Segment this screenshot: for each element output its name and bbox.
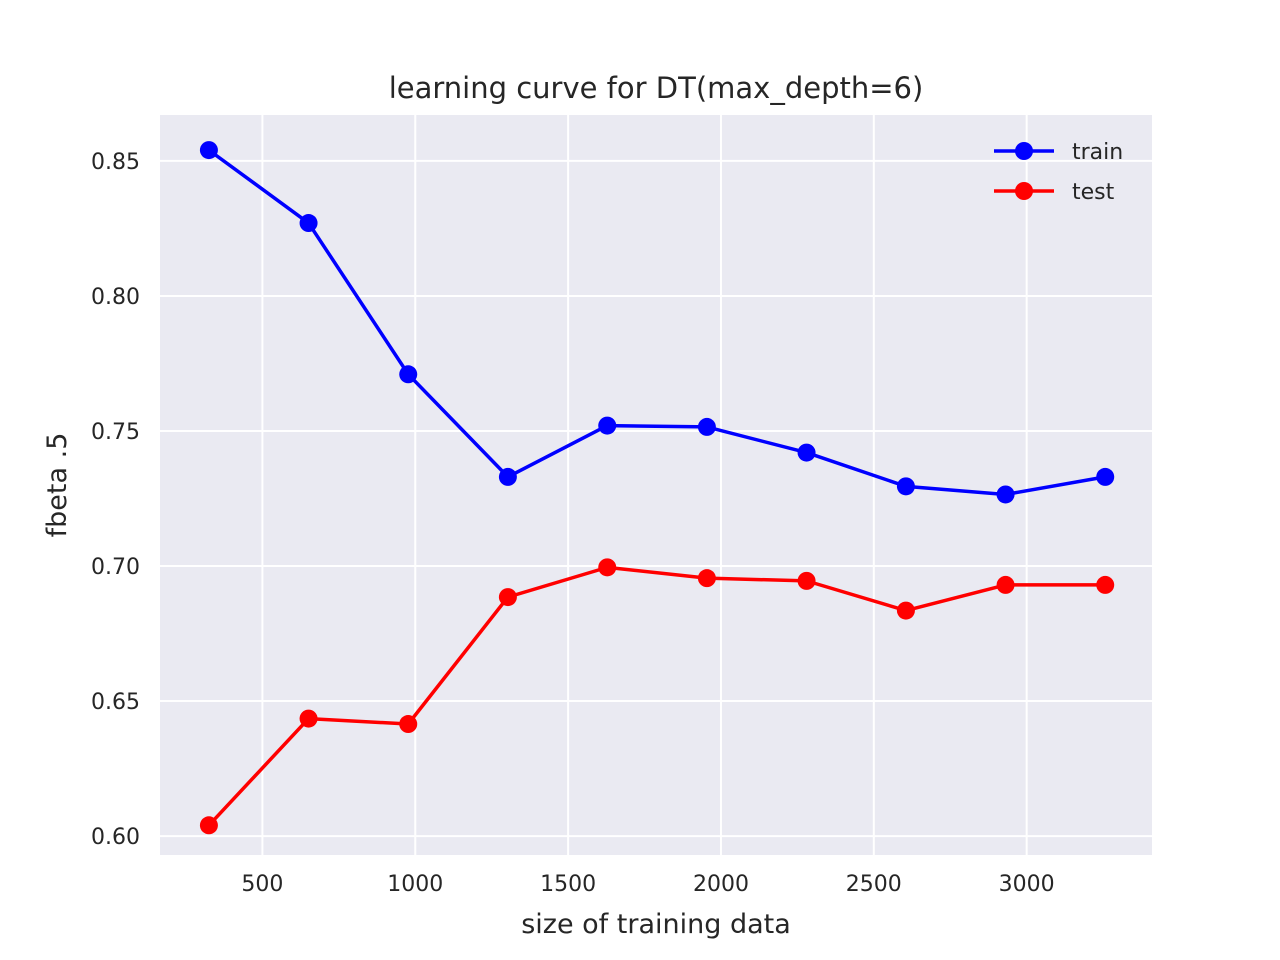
y-tick-label: 0.85 [91, 150, 140, 175]
series-layer [199, 141, 1115, 835]
legend-entry-test: test [994, 180, 1115, 205]
legend: train test [994, 140, 1123, 205]
data-point-test [797, 571, 816, 590]
y-tick-label: 0.60 [91, 825, 140, 850]
plot-area [160, 115, 1152, 855]
data-point-train [697, 417, 716, 436]
data-point-test [199, 816, 218, 835]
data-point-train [598, 416, 617, 435]
legend-marker-test [1015, 182, 1033, 200]
x-tick-labels: 500 1000 1500 2000 2500 3000 [241, 872, 1054, 897]
y-tick-label: 0.70 [91, 555, 140, 580]
y-tick-label: 0.80 [91, 285, 140, 310]
data-point-train [199, 141, 218, 160]
x-tick-label: 1000 [387, 872, 443, 897]
data-point-test [299, 709, 318, 728]
y-axis-label: fbeta .5 [42, 433, 73, 538]
y-tick-label: 0.75 [91, 420, 140, 445]
legend-label-test: test [1072, 180, 1115, 205]
data-point-test [896, 601, 915, 620]
data-point-train [996, 485, 1015, 504]
chart-title: learning curve for DT(max_depth=6) [389, 71, 924, 105]
x-tick-label: 1500 [540, 872, 596, 897]
data-point-train [797, 443, 816, 462]
data-point-test [697, 569, 716, 588]
x-tick-label: 500 [241, 872, 283, 897]
series-train [199, 141, 1115, 504]
x-tick-label: 2000 [693, 872, 749, 897]
data-point-test [1096, 575, 1115, 594]
data-point-train [896, 477, 915, 496]
legend-marker-train [1015, 142, 1033, 160]
data-point-test [498, 588, 517, 607]
y-tick-label: 0.65 [91, 690, 140, 715]
series-test [199, 558, 1115, 835]
data-point-train [1096, 467, 1115, 486]
data-point-train [299, 214, 318, 233]
data-point-test [399, 715, 418, 734]
x-tick-label: 2500 [846, 872, 902, 897]
x-tick-label: 3000 [999, 872, 1055, 897]
y-tick-labels: 0.60 0.65 0.70 0.75 0.80 0.85 [91, 150, 140, 850]
series-line-test [207, 565, 1106, 827]
legend-label-train: train [1072, 140, 1123, 165]
data-point-train [399, 365, 418, 384]
data-point-test [996, 575, 1015, 594]
legend-entry-train: train [994, 140, 1123, 165]
grid [160, 115, 1152, 855]
x-axis-label: size of training data [521, 909, 791, 940]
data-point-test [598, 558, 617, 577]
data-point-train [498, 467, 517, 486]
series-line-train [207, 148, 1106, 497]
